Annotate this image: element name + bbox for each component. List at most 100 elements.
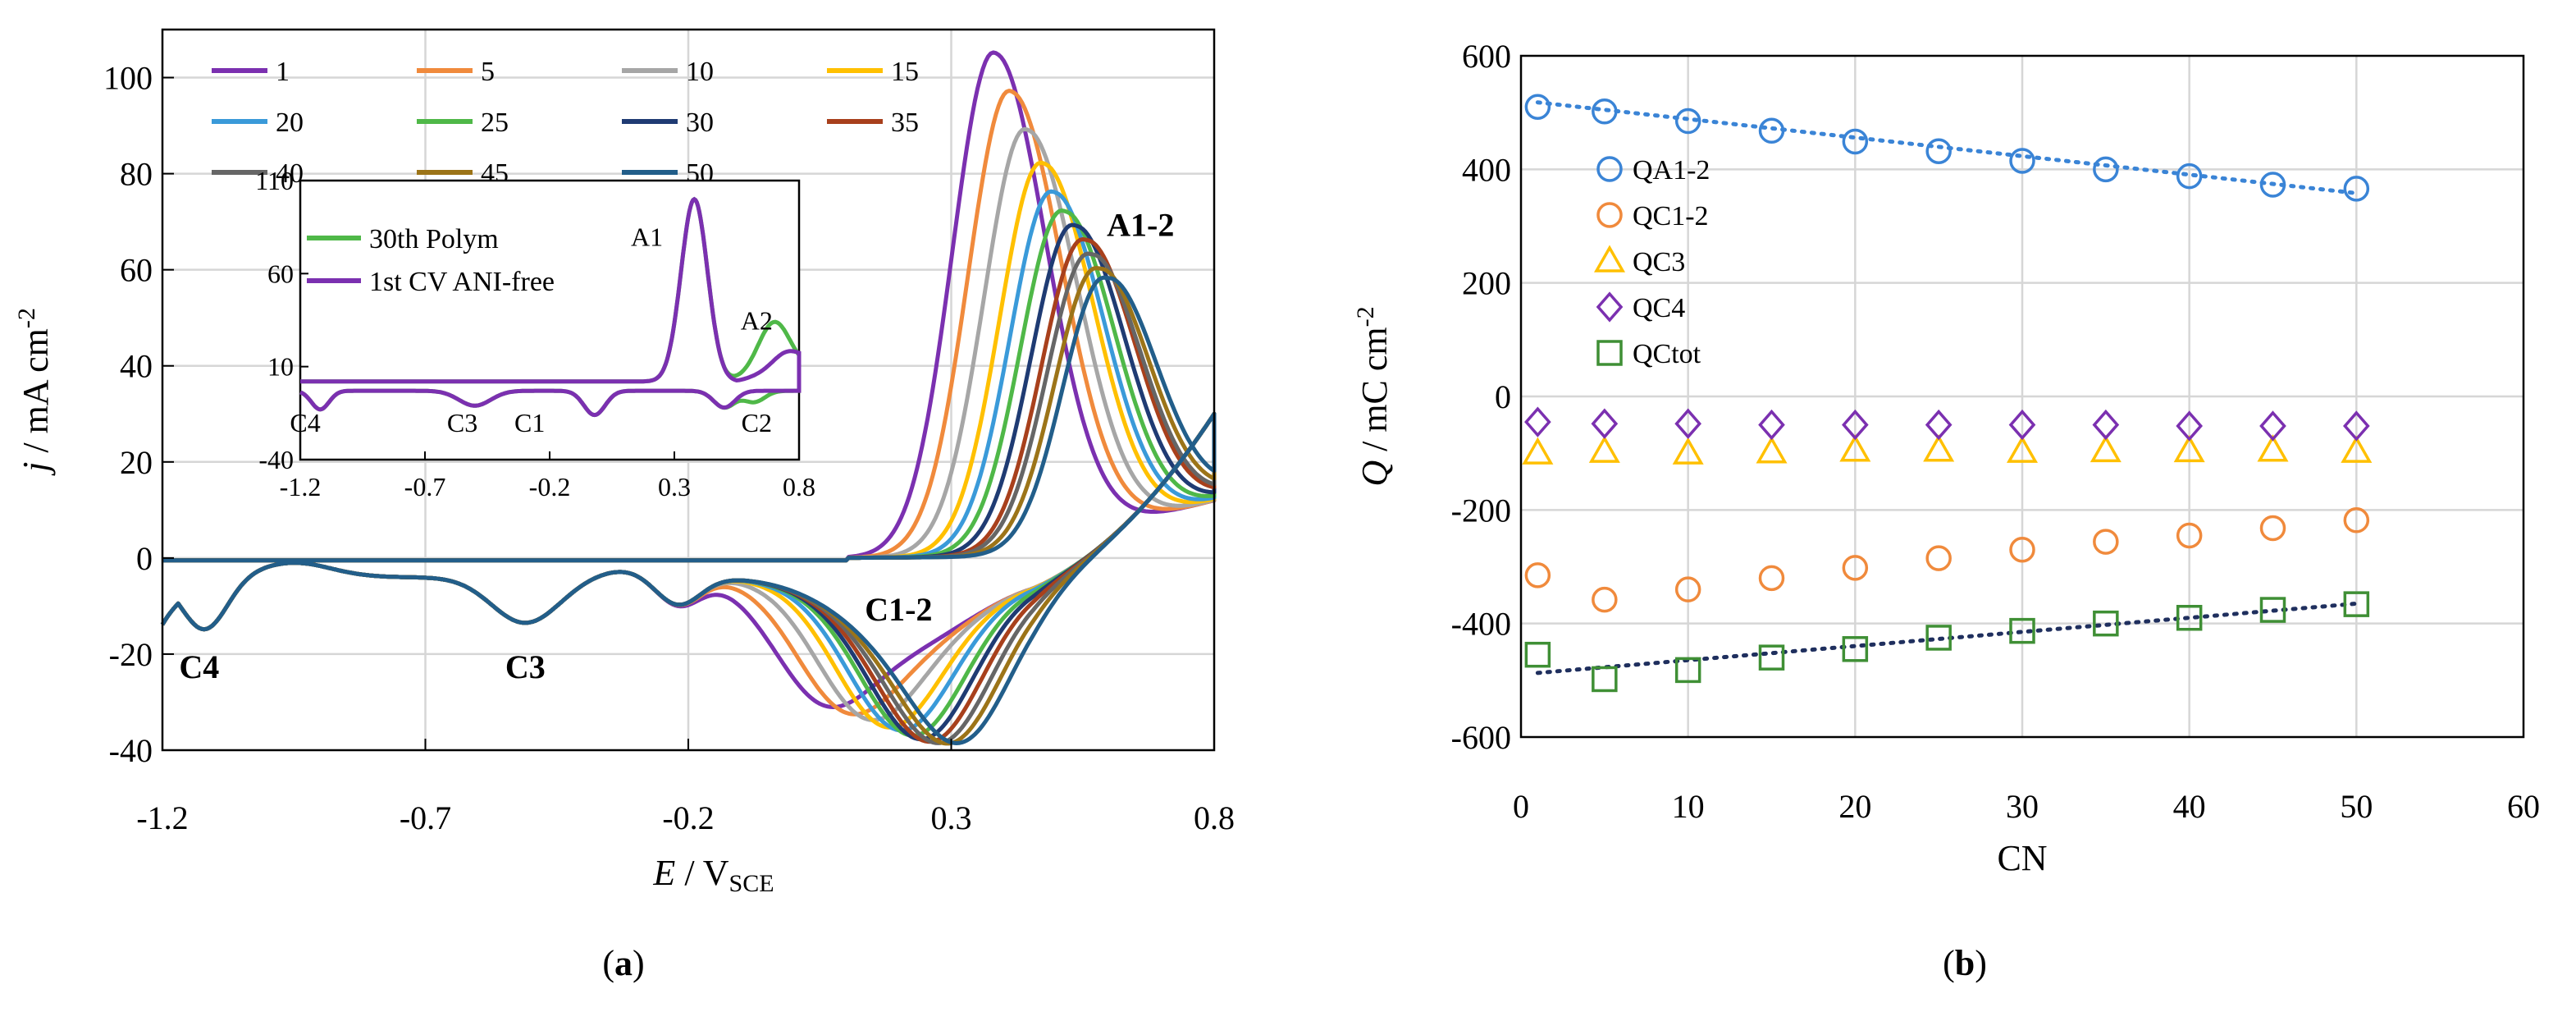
point-qc3 <box>1588 435 1620 463</box>
point-qc3 <box>1756 436 1788 464</box>
point-qc4 <box>1674 408 1701 439</box>
panel-b-xtick-label: 20 <box>1838 788 1871 825</box>
point-qc3 <box>2090 434 2122 463</box>
inset-curves <box>299 196 802 418</box>
point-qc4 <box>2259 410 2286 442</box>
point-qa1-2 <box>1758 117 1785 144</box>
inset-annotation-c3: C3 <box>447 408 477 437</box>
point-qa1-2 <box>2176 163 2203 190</box>
point-qctot <box>1592 666 1618 693</box>
point-qc3 <box>1923 434 1955 462</box>
point-qctot <box>1842 636 1869 662</box>
point-qa1-2 <box>2259 172 2286 198</box>
point-qc1-2 <box>2343 507 2370 533</box>
legend-label-5: 5 <box>481 57 495 87</box>
point-qa1-2 <box>2009 148 2035 174</box>
legend-label-qc4: QC4 <box>1633 293 1685 323</box>
legend-marker-qa1-2 <box>1596 156 1623 182</box>
inset-axis-ticks: -1.2 -0.7 -0.2 0.3 0.8 -40 10 60 110 <box>255 166 815 501</box>
panel-b-xtick-label: 50 <box>2340 788 2373 825</box>
legend-label-25: 25 <box>481 108 509 138</box>
point-qc3 <box>1522 437 1554 465</box>
point-qa1-2 <box>1592 98 1618 125</box>
panel-b-ytick-label: -200 <box>1451 492 1511 529</box>
panel-b-y-axis-title: Q / mC cm-2 <box>1352 306 1395 486</box>
point-qc3 <box>1672 437 1704 465</box>
panel-b-charge-plot: 0 10 20 30 40 50 60 -600 -400 -200 0 200 400 600 QA1-… <box>1352 38 2540 983</box>
legend-marker-qc4 <box>1596 291 1624 323</box>
panel-b-ytick-label: 0 <box>1495 378 1511 415</box>
inset-legend-label-1st-cv-ani-free: 1st CV ANI-free <box>369 267 555 297</box>
point-qctot <box>1524 641 1551 668</box>
panel-b-xtick-label: 0 <box>1513 788 1529 825</box>
legend-label-40: 40 <box>276 158 304 189</box>
legend-label-10: 10 <box>686 57 714 87</box>
panel-b-axis-ticks: 0 10 20 30 40 50 60 -600 -400 -200 0 200 400 600 <box>1451 38 2540 825</box>
point-qc1-2 <box>1842 555 1869 581</box>
panel-b-xtick-label: 30 <box>2006 788 2039 825</box>
legend-marker-qc3 <box>1593 245 1626 272</box>
point-qc3 <box>2173 434 2205 463</box>
legend-label-qc1-2: QC1-2 <box>1633 201 1709 231</box>
inset-xtick-label: 0.8 <box>783 472 815 501</box>
point-qctot <box>1674 657 1701 684</box>
inset-annotation-c4: C4 <box>290 408 320 437</box>
legend-marker-qctot <box>1596 340 1623 366</box>
annotation-a1-2: A1-2 <box>1107 207 1174 244</box>
legend-label-1: 1 <box>276 57 290 87</box>
legend-marker-qc1-2 <box>1596 202 1623 228</box>
legend-label-qc3: QC3 <box>1633 247 1685 277</box>
panel-b-ytick-label: -400 <box>1451 606 1511 643</box>
panel-b-x-axis-title: CN <box>1997 838 2047 878</box>
point-qa1-2 <box>1925 138 1952 164</box>
panel-a-ytick-label: -20 <box>109 636 153 673</box>
panel-b-label: (b) <box>1943 943 1987 983</box>
legend-label-35: 35 <box>891 108 919 138</box>
point-qctot <box>2343 591 2370 617</box>
point-qc1-2 <box>1674 576 1701 602</box>
point-qc4 <box>1758 409 1785 441</box>
panel-b-data-points <box>1522 94 2373 693</box>
annotation-c1-2: C1-2 <box>865 591 932 628</box>
point-qc1-2 <box>2259 515 2286 542</box>
trendline-qa1-2 <box>1535 100 2359 195</box>
panel-b-legend: QA1-2 QC1-2 QC3 QC4 QCtot <box>1593 155 1710 369</box>
panel-a-ytick-label: 40 <box>120 348 153 385</box>
panel-b-ytick-label: 400 <box>1462 151 1511 188</box>
panel-b-plot-frame <box>1519 54 2525 739</box>
panel-a-ytick-label: 100 <box>103 60 153 97</box>
inset-annotation-c1: C1 <box>514 408 545 437</box>
panel-b-xtick-label: 60 <box>2507 788 2540 825</box>
point-qa1-2 <box>1524 94 1551 120</box>
point-qc4 <box>2092 409 2120 441</box>
point-qc1-2 <box>2093 529 2119 555</box>
panel-a-xtick-label: 0.3 <box>931 799 972 836</box>
panel-a-xtick-label: -1.2 <box>136 799 188 836</box>
point-qctot <box>2259 597 2286 623</box>
panel-a-ytick-label: 80 <box>120 156 153 193</box>
annotation-c3: C3 <box>505 648 546 685</box>
panel-b-gridlines <box>1521 56 2523 737</box>
panel-a-ytick-label: 60 <box>120 252 153 289</box>
point-qc4 <box>2343 410 2370 442</box>
panel-a-xtick-label: -0.2 <box>662 799 714 836</box>
legend-label-qa1-2: QA1-2 <box>1633 155 1710 185</box>
panel-a-xtick-label: 0.8 <box>1194 799 1235 836</box>
inset-ytick-label: 60 <box>267 259 294 288</box>
legend-label-30: 30 <box>686 108 714 138</box>
point-qctot <box>1925 625 1952 651</box>
panel-a-y-axis-title: j / mA cm-2 <box>13 308 56 476</box>
panel-a-ytick-label: 20 <box>120 444 153 481</box>
inset-ytick-label: 10 <box>267 352 294 382</box>
inset-annotation-c2: C2 <box>742 408 772 437</box>
point-qctot <box>2093 610 2119 637</box>
panel-b-ytick-label: -600 <box>1451 719 1511 756</box>
point-qa1-2 <box>1674 108 1701 135</box>
inset-annotation-a1: A1 <box>631 222 663 251</box>
point-qc1-2 <box>1758 565 1785 592</box>
panel-b-ytick-label: 200 <box>1462 265 1511 302</box>
legend-label-15: 15 <box>891 57 919 87</box>
point-qc4 <box>1524 406 1551 437</box>
inset-legend: 30th Polym 1st CV ANI-free <box>307 224 555 297</box>
